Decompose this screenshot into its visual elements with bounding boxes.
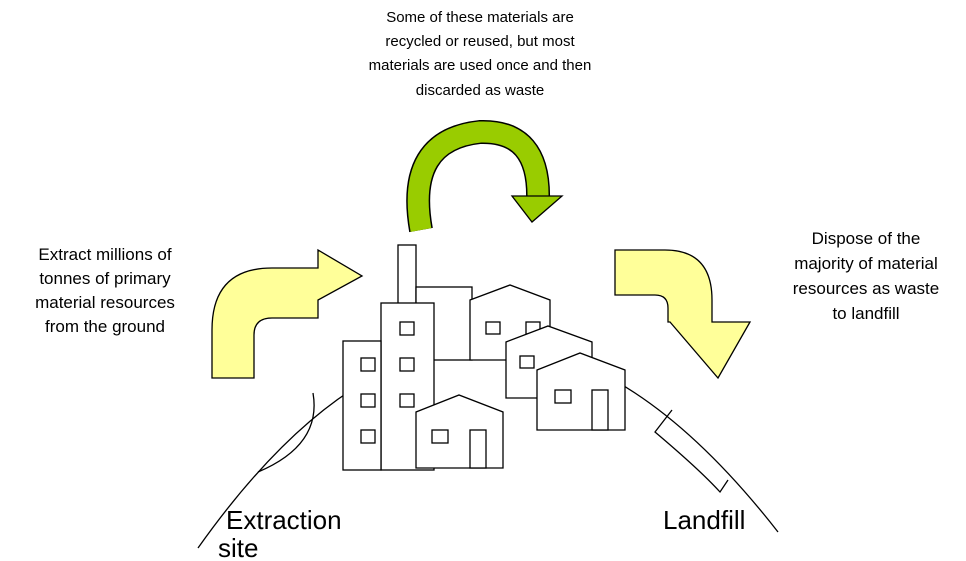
right-note-line: to landfill [832,304,899,323]
town [343,245,625,470]
top-note-line: materials are used once and then [369,57,592,74]
extract-arrow [212,250,362,378]
right-note-line: Dispose of the [812,229,921,248]
right-note-line: resources as waste [793,279,939,298]
landfill-pit [655,410,728,492]
landfill-label: Landfill [663,505,745,535]
top-note-line: recycled or reused, but most [385,33,575,50]
right-note-line: majority of material [794,254,938,273]
left-note-line: Extract millions of [38,245,171,264]
recycle-arrow [418,132,562,230]
top-note-line: discarded as waste [416,82,544,99]
left-note-line: from the ground [45,317,165,336]
page: {"top_note": {"lines": ["Some of these m… [0,0,966,561]
dispose-arrow [615,250,750,378]
top-note-line: Some of these materials are [386,9,574,26]
extraction-label: site [218,533,258,561]
left-note-line: material resources [35,293,175,312]
extraction-pit [258,393,314,472]
extraction-label: Extraction [226,505,342,535]
left-note-line: tonnes of primary [39,269,171,288]
diagram: Some of these materials are recycled or … [0,0,966,561]
